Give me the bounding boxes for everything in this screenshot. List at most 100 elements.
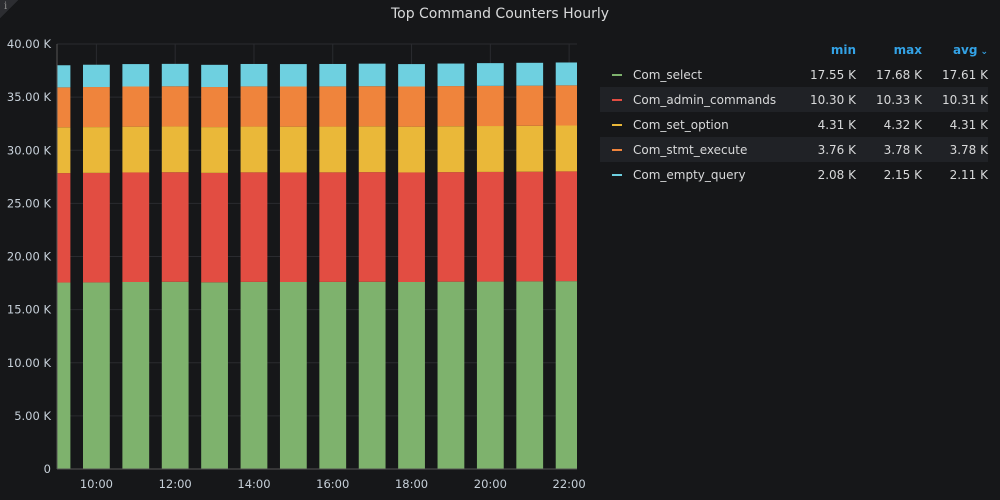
bar-segment-com-stmt-execute	[358, 86, 386, 127]
y-tick-label: 30.00 K	[7, 143, 52, 157]
legend-min-value: 4.31 K	[817, 117, 856, 132]
bar-segment-com-admin-commands	[398, 172, 425, 282]
x-tick-label: 12:00	[159, 477, 192, 491]
bar-segment-com-set-option	[279, 126, 307, 173]
legend-row[interactable]: Com_select 17.55 K 17.68 K 17.61 K	[600, 62, 988, 87]
bar-segment-com-select	[516, 281, 544, 469]
bar-segment-com-admin-commands	[83, 172, 110, 283]
x-tick-label: 20:00	[474, 477, 507, 491]
legend-avg-value: 2.11 K	[949, 167, 988, 182]
bar-segment-com-select	[358, 281, 386, 469]
bar-segment-com-admin-commands	[319, 172, 347, 282]
legend-color-swatch[interactable]	[612, 73, 622, 76]
bar-segment-com-admin-commands	[555, 171, 577, 282]
legend-avg-value: 17.61 K	[941, 67, 988, 82]
x-tick-label: 10:00	[80, 477, 113, 491]
bar-segment-com-select	[437, 281, 465, 469]
legend-series-name[interactable]: Com_admin_commands	[633, 92, 777, 107]
bar-segment-com-empty-query	[555, 62, 577, 86]
bar-segment-com-empty-query	[201, 64, 228, 88]
legend-avg-value: 4.31 K	[949, 117, 988, 132]
legend-row[interactable]: Com_set_option 4.31 K 4.32 K 4.31 K	[600, 112, 988, 137]
bar-segment-com-select	[279, 282, 307, 469]
bar-segment-com-set-option	[319, 126, 347, 173]
axes: 0 5.00 K 10.00 K 15.00 K 20.00 K 25.00 K 30.00…	[7, 37, 586, 491]
legend-max-value: 2.15 K	[883, 167, 922, 182]
bar-segment-com-empty-query	[516, 62, 544, 86]
bar-segment-com-select	[57, 282, 71, 469]
bar-segment-com-admin-commands	[201, 172, 228, 283]
bar-segment-com-select	[319, 281, 347, 469]
legend-avg-value: 10.31 K	[941, 92, 988, 107]
x-tick-label: 14:00	[237, 477, 270, 491]
y-tick-label: 10.00 K	[7, 356, 52, 370]
bar-segment-com-stmt-execute	[555, 85, 577, 126]
bar-segment-com-empty-query	[319, 63, 347, 87]
legend-color-swatch[interactable]	[612, 148, 622, 151]
legend-header-max[interactable]: max	[893, 43, 922, 57]
legend-row[interactable]: Com_stmt_execute 3.76 K 3.78 K 3.78 K	[600, 137, 988, 162]
legend-table: min max avg ⌄ Com_select 17.55 K 17.68 K 17.…	[600, 38, 988, 187]
x-tick-label: 16:00	[316, 477, 349, 491]
bars	[57, 62, 577, 469]
bar-segment-com-set-option	[122, 126, 150, 173]
legend-max-value: 4.32 K	[883, 117, 922, 132]
bar-segment-com-stmt-execute	[476, 85, 504, 127]
bar-segment-com-select	[398, 282, 425, 469]
y-tick-label: 0	[44, 462, 51, 476]
legend-header-min[interactable]: min	[830, 43, 856, 57]
legend-series-name[interactable]: Com_select	[633, 67, 703, 82]
bar-segment-com-stmt-execute	[437, 86, 465, 127]
bar-segment-com-empty-query	[122, 64, 150, 87]
bar-segment-com-stmt-execute	[516, 85, 544, 126]
legend-header-avg[interactable]: avg ⌄	[952, 43, 988, 57]
bar-segment-com-empty-query	[279, 64, 307, 87]
legend-color-swatch[interactable]	[612, 123, 622, 126]
legend-color-swatch[interactable]	[612, 98, 622, 101]
bar-segment-com-set-option	[358, 126, 386, 173]
legend-max-value: 17.68 K	[875, 67, 922, 82]
bar-segment-com-select	[161, 281, 189, 469]
bar-segment-com-admin-commands	[161, 172, 189, 282]
legend-row[interactable]: Com_admin_commands 10.30 K 10.33 K 10.31 K	[600, 87, 988, 112]
bar-segment-com-set-option	[201, 127, 228, 173]
bar-segment-com-empty-query	[57, 65, 71, 88]
legend-series-name[interactable]: Com_stmt_execute	[633, 142, 748, 157]
bar-segment-com-empty-query	[476, 63, 504, 86]
legend-color-swatch[interactable]	[612, 173, 622, 176]
legend-max-value: 3.78 K	[883, 142, 922, 157]
bar-segment-com-admin-commands	[240, 172, 268, 282]
bar-segment-com-empty-query	[437, 63, 465, 87]
y-tick-label: 15.00 K	[7, 303, 52, 317]
legend-rows: Com_select 17.55 K 17.68 K 17.61 K Com_admin…	[600, 62, 988, 187]
panel-info-corner[interactable]: i	[0, 0, 18, 18]
bar-segment-com-empty-query	[398, 64, 425, 87]
bar-segment-com-empty-query	[83, 64, 110, 88]
legend-series-name[interactable]: Com_empty_query	[633, 167, 746, 182]
legend-row[interactable]: Com_empty_query 2.08 K 2.15 K 2.11 K	[600, 162, 988, 187]
legend-series-name[interactable]: Com_set_option	[633, 117, 729, 132]
y-tick-label: 5.00 K	[14, 409, 51, 423]
y-tick-label: 35.00 K	[7, 90, 52, 104]
bar-segment-com-admin-commands	[437, 172, 465, 282]
bar-segment-com-stmt-execute	[319, 86, 347, 127]
bar-segment-com-set-option	[398, 126, 425, 173]
bar-segment-com-admin-commands	[57, 173, 71, 283]
bar-segment-com-stmt-execute	[201, 87, 228, 128]
legend-avg-value: 3.78 K	[949, 142, 988, 157]
bar-segment-com-admin-commands	[122, 172, 150, 282]
panel-title: Top Command Counters Hourly	[390, 6, 610, 22]
legend-min-value: 2.08 K	[817, 167, 856, 182]
info-icon[interactable]: i	[4, 1, 8, 12]
bar-segment-com-empty-query	[240, 63, 268, 87]
bar-segment-com-set-option	[437, 126, 465, 173]
legend-min-value: 17.55 K	[809, 67, 856, 82]
bar-segment-com-admin-commands	[358, 172, 386, 282]
bar-segment-com-set-option	[57, 127, 71, 174]
bar-segment-com-select	[83, 282, 110, 469]
bar-segment-com-admin-commands	[516, 171, 544, 282]
bar-segment-com-set-option	[161, 126, 189, 173]
bar-segment-com-set-option	[555, 125, 577, 172]
y-tick-label: 20.00 K	[7, 250, 52, 264]
